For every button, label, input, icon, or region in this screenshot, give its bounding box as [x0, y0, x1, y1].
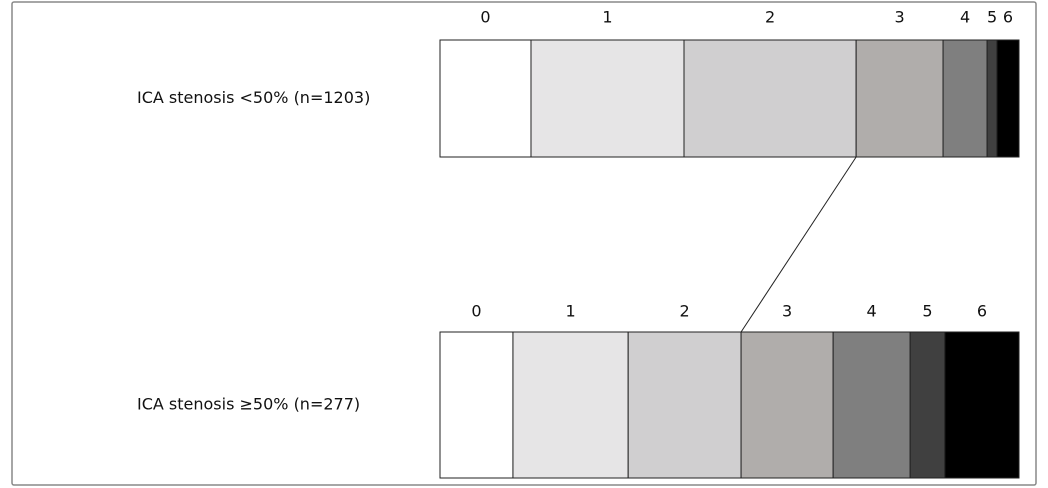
connector: [740, 156, 857, 333]
segment-label: 4: [960, 8, 970, 27]
segment-label: 6: [1003, 8, 1013, 27]
segment: [740, 331, 834, 479]
segment-label: 1: [602, 8, 612, 27]
row-label: ICA stenosis <50% (n=1203): [137, 88, 370, 107]
segment: [832, 331, 911, 479]
segment-label: 5: [922, 302, 932, 321]
segment-label: 2: [680, 302, 690, 321]
segment: [996, 39, 1020, 158]
segment-label: 3: [895, 8, 905, 27]
segment-label: 0: [480, 8, 490, 27]
segment-label: 3: [782, 302, 792, 321]
segment-label: 5: [987, 8, 997, 27]
segment: [683, 39, 857, 158]
segment: [986, 39, 998, 158]
segment: [439, 39, 532, 158]
segment: [944, 331, 1020, 479]
segment: [530, 39, 685, 158]
segment-label: 2: [765, 8, 775, 27]
segment: [512, 331, 629, 479]
segment: [627, 331, 742, 479]
segment-label: 0: [471, 302, 481, 321]
segment: [942, 39, 988, 158]
row-label: ICA stenosis ≥50% (n=277): [137, 395, 360, 414]
segment: [439, 331, 514, 479]
segment-label: 1: [565, 302, 575, 321]
segment-label: 4: [867, 302, 877, 321]
segment: [855, 39, 944, 158]
segment-label: 6: [977, 302, 987, 321]
segment: [909, 331, 946, 479]
